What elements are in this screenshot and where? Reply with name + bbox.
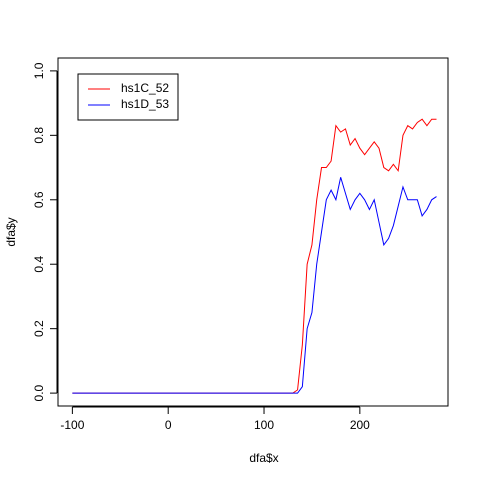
y-tick-label: 0.6 xyxy=(32,191,46,208)
x-tick-label: 200 xyxy=(350,418,370,432)
y-tick-label: 0.0 xyxy=(32,384,46,401)
legend-label: hs1C_52 xyxy=(121,81,169,95)
series-line xyxy=(72,177,437,394)
legend-box xyxy=(77,73,179,121)
y-axis-label: dfa$y xyxy=(4,217,18,246)
y-tick-label: 0.2 xyxy=(32,320,46,337)
x-tick-label: 100 xyxy=(254,418,274,432)
legend-label: hs1D_53 xyxy=(121,97,169,111)
y-tick-label: 1.0 xyxy=(32,62,46,79)
plot-box xyxy=(57,57,449,407)
x-tick-label: 0 xyxy=(165,418,172,432)
x-axis-label: dfa$x xyxy=(249,451,278,465)
series-line xyxy=(72,118,437,394)
y-tick-label: 0.4 xyxy=(32,256,46,273)
y-tick-label: 0.8 xyxy=(32,127,46,144)
x-tick-label: -100 xyxy=(60,418,84,432)
